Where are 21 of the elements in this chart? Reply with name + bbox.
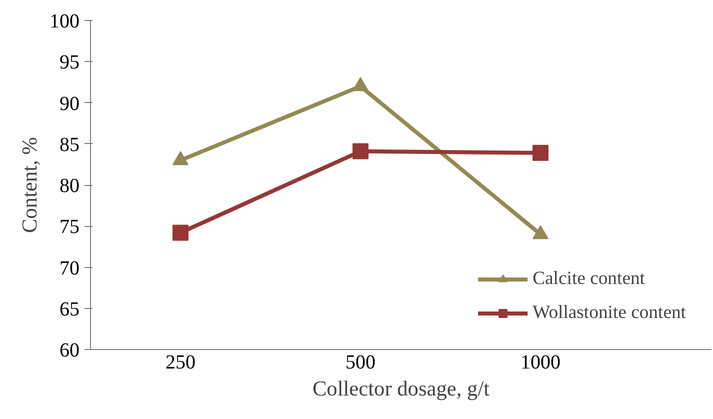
y-tick-label: 85 <box>60 134 80 156</box>
point <box>532 144 548 161</box>
point <box>352 143 368 160</box>
legend-label: Calcite content <box>532 268 645 290</box>
point <box>352 77 368 92</box>
y-tick-label: 65 <box>60 298 80 320</box>
point <box>172 151 188 166</box>
x-tick-label: 500 <box>346 352 376 374</box>
legend-label: Wollastonite content <box>532 302 686 324</box>
y-tick-label: 75 <box>60 216 80 238</box>
y-tick-label: 100 <box>50 10 80 32</box>
y-tick-label: 90 <box>60 92 80 115</box>
x-tick-label: 1000 <box>520 352 560 374</box>
point <box>172 224 188 241</box>
x-tick-label: 250 <box>166 352 196 374</box>
y-tick-label: 80 <box>60 175 80 197</box>
y-tick-label: 60 <box>60 340 80 362</box>
y-axis-title: Content, % <box>18 136 42 233</box>
y-tick-label: 95 <box>60 52 80 74</box>
x-axis-title: Collector dosage, g/t <box>312 376 490 400</box>
y-tick-label: 70 <box>60 257 80 280</box>
